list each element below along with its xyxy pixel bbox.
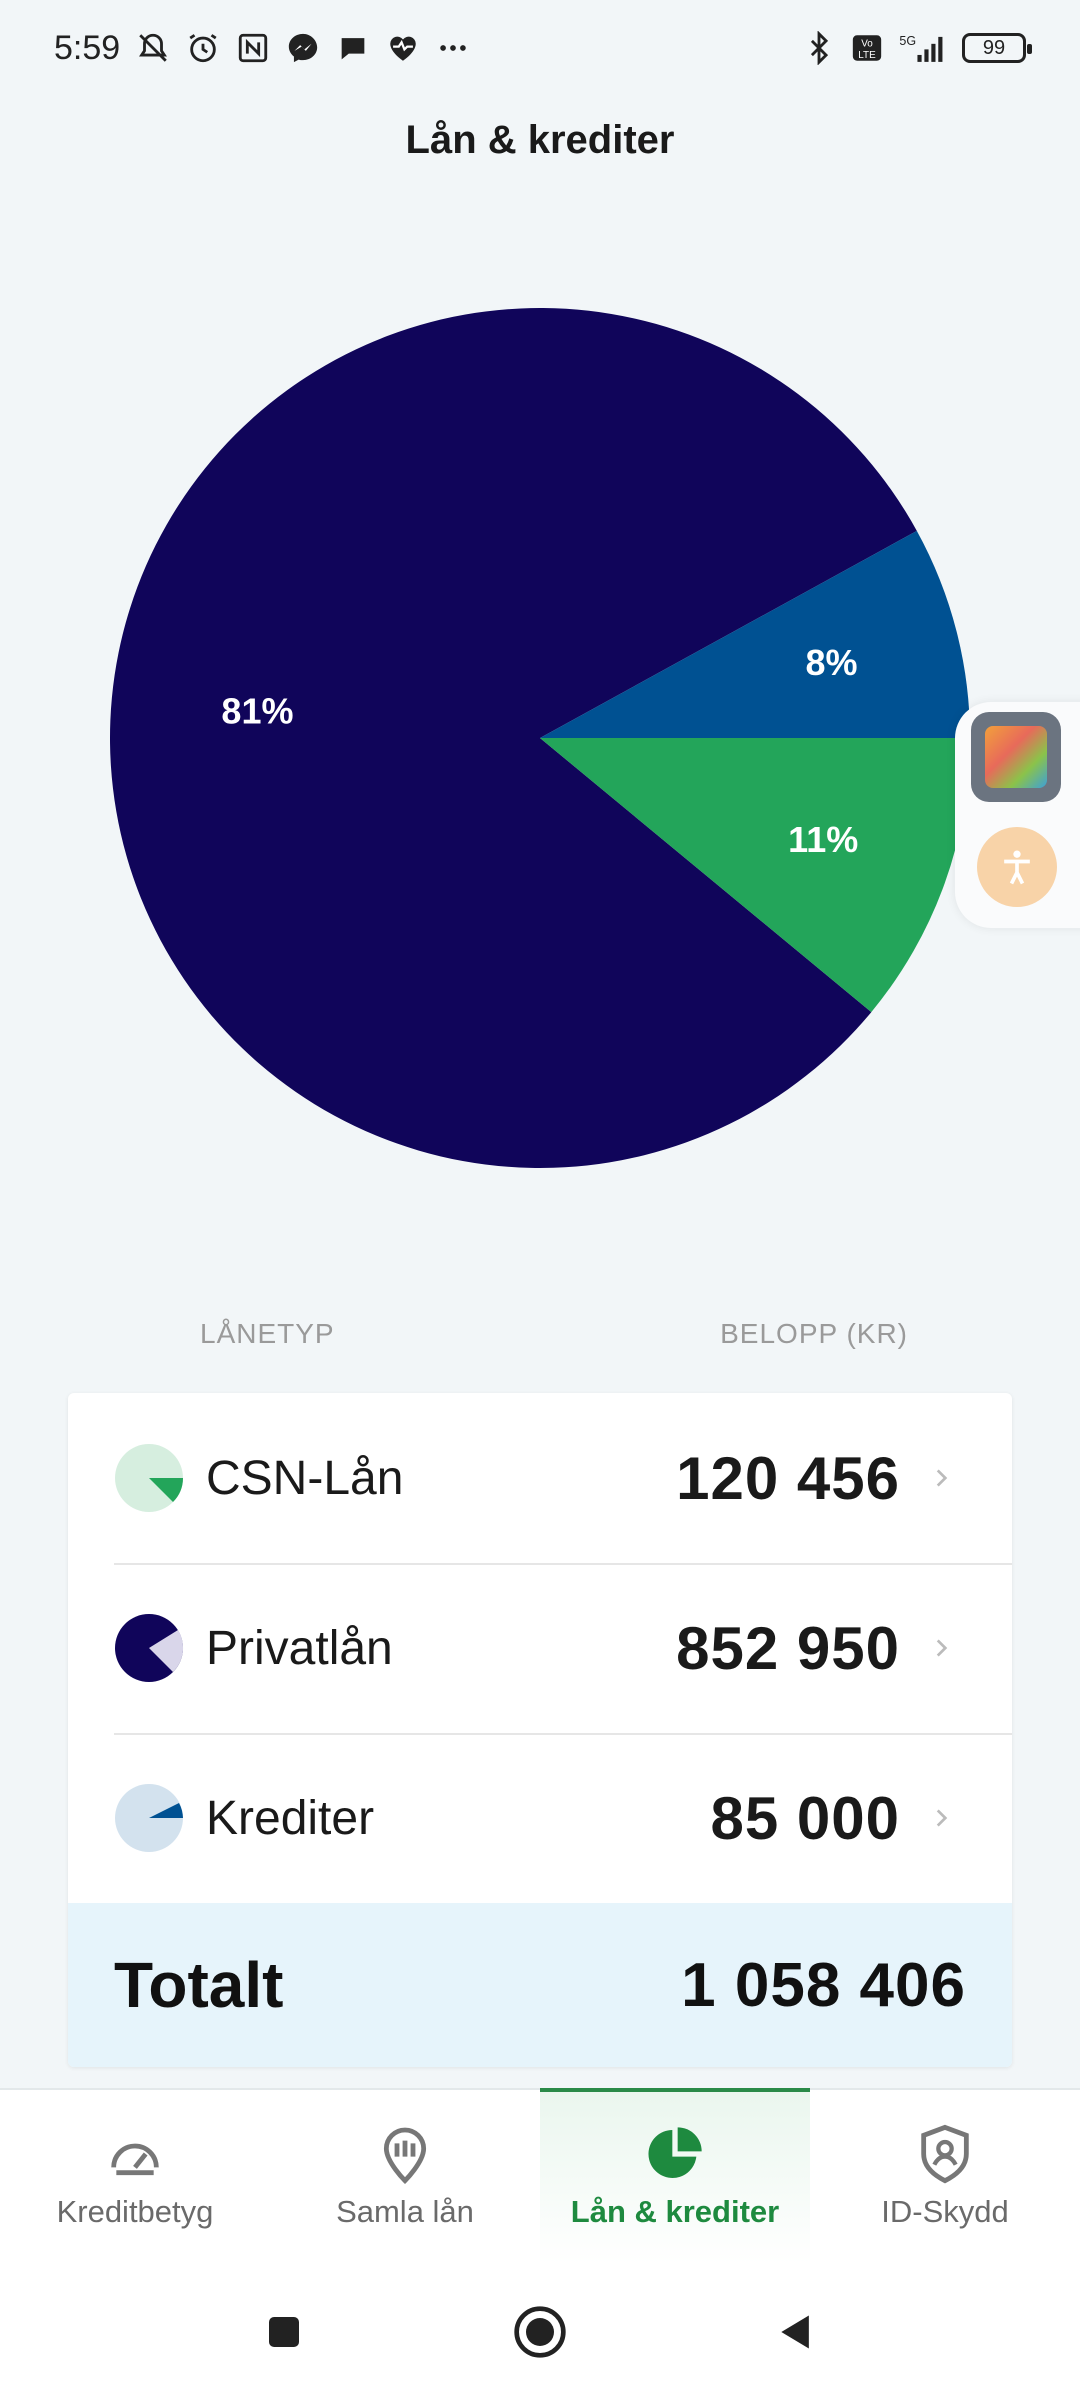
back-triangle-icon: [781, 2315, 809, 2349]
clock: 5:59: [54, 28, 121, 67]
status-bar: 5:59 Vo LTE 5G 99: [0, 0, 1080, 96]
total-label: Totalt: [114, 1949, 284, 2021]
svg-text:LTE: LTE: [858, 50, 876, 61]
bluetooth-icon: [810, 31, 829, 65]
heart-rate-icon: [390, 36, 416, 61]
loan-row-credits[interactable]: Krediter 85 000: [68, 1733, 1012, 1903]
battery-level: 99: [982, 36, 1006, 59]
5g-signal-icon: 5G: [899, 34, 943, 62]
battery-icon: 99: [962, 33, 1032, 63]
loan-row-label: Privatlån: [206, 1621, 393, 1675]
loan-row-amount: 120 456: [676, 1444, 900, 1512]
shield-user-icon: [921, 2124, 969, 2184]
more-dots-icon: [440, 45, 466, 51]
bottom-navigation: Kreditbetyg Samla lån Lån & krediter ID-…: [0, 2088, 1080, 2264]
nav-label: Lån & krediter: [570, 2194, 780, 2229]
pie-slice-label: 8%: [806, 642, 858, 683]
square-icon: [269, 2317, 299, 2347]
nav-item-lan-krediter[interactable]: Lån & krediter: [540, 2088, 810, 2264]
svg-text:5G: 5G: [899, 34, 916, 48]
loan-row-amount: 852 950: [676, 1614, 900, 1682]
nav-item-kreditbetyg[interactable]: Kreditbetyg: [0, 2090, 270, 2264]
system-navigation-bar: [0, 2264, 1080, 2400]
loan-row-label: Krediter: [206, 1791, 375, 1845]
chat-bubble-icon: [341, 38, 365, 60]
back-button[interactable]: [768, 2304, 824, 2360]
loan-pie-chart: 81% 8% 11%: [0, 300, 1080, 1180]
pie-chart-svg: 81% 8% 11%: [109, 307, 970, 1168]
floating-app-shortcut[interactable]: [971, 712, 1061, 802]
loan-row-amount: 85 000: [710, 1784, 900, 1852]
pin-bars-icon: [383, 2127, 427, 2185]
column-header-amount: BELOPP (KR): [720, 1318, 908, 1349]
chevron-right-icon: [936, 1469, 948, 1487]
private-loan-pie-icon: [115, 1614, 184, 1682]
column-header-loan-type: LÅNETYP: [200, 1318, 335, 1349]
credit-pie-icon: [115, 1784, 183, 1852]
loan-row-csn[interactable]: CSN-Lån 120 456: [68, 1393, 1012, 1563]
pie-slice-label: 81%: [221, 690, 293, 731]
csn-loan-pie-icon: [115, 1444, 183, 1512]
total-value: 1 058 406: [681, 1950, 966, 2020]
chevron-right-icon: [936, 1639, 948, 1657]
nav-label: ID-Skydd: [881, 2194, 1009, 2229]
floating-side-widget: [955, 702, 1080, 928]
pie-slice-krediter: [540, 530, 970, 738]
pie-slice-label: 11%: [788, 819, 858, 860]
chevron-right-icon: [936, 1809, 948, 1827]
alarm-icon: [189, 34, 217, 63]
gauge-icon: [111, 2143, 159, 2176]
home-button[interactable]: [512, 2304, 568, 2360]
bell-muted-icon: [139, 33, 168, 62]
nav-label: Samla lån: [336, 2194, 474, 2229]
loans-card: CSN-Lån 120 456 Privatlån 852 950 Kredit…: [68, 1393, 1012, 2067]
loan-row-label: CSN-Lån: [206, 1451, 404, 1505]
pie-chart-icon: [648, 2127, 702, 2178]
pie-slice-csn-l-n: [540, 738, 970, 1013]
recent-apps-button[interactable]: [256, 2304, 312, 2360]
accessibility-icon: [1004, 850, 1030, 885]
home-circle-icon: [514, 2306, 566, 2358]
accessibility-button[interactable]: [977, 827, 1057, 907]
nav-label: Kreditbetyg: [56, 2194, 214, 2229]
loan-row-private[interactable]: Privatlån 852 950: [68, 1563, 1012, 1733]
nfc-icon: [239, 33, 268, 63]
nav-item-samla-lan[interactable]: Samla lån: [270, 2090, 540, 2264]
page-title: Lån & krediter: [405, 118, 675, 162]
total-row: Totalt 1 058 406: [68, 1903, 1012, 2067]
svg-text:Vo: Vo: [861, 39, 873, 50]
app-logo-icon: [985, 726, 1047, 788]
nav-item-id-skydd[interactable]: ID-Skydd: [810, 2090, 1080, 2264]
pie-slice-privatl-n: [109, 307, 917, 1168]
messenger-icon: [289, 33, 318, 63]
table-column-headers: LÅNETYP BELOPP (KR): [0, 1318, 1080, 1358]
